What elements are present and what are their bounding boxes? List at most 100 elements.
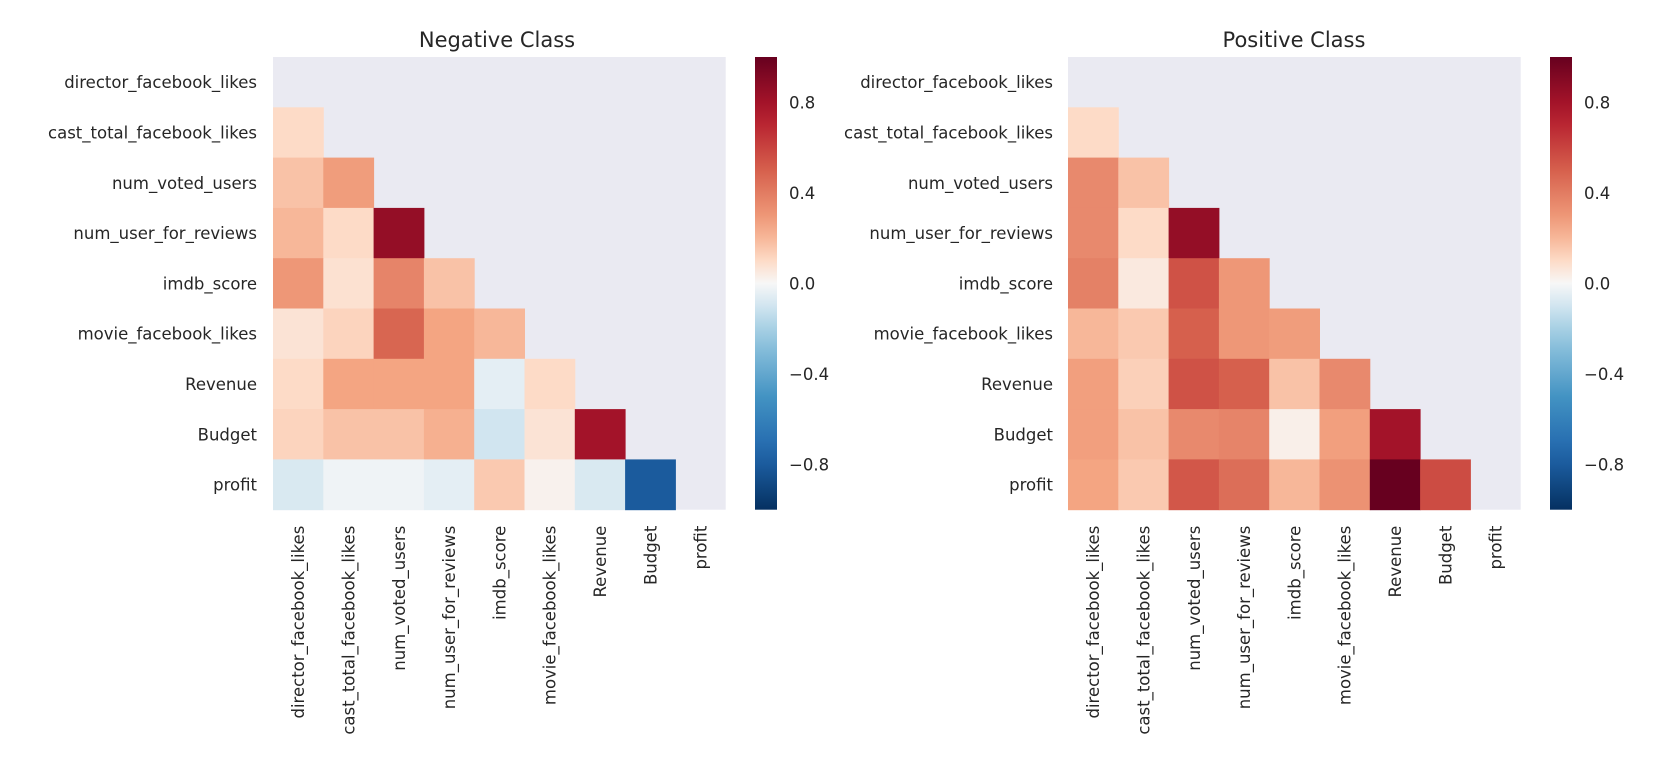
heatmap-cell <box>373 308 425 360</box>
column-label: num_user_for_reviews <box>1235 526 1255 710</box>
heatmap-cell <box>323 358 375 410</box>
column-label: imdb_score <box>1285 526 1305 620</box>
heatmap-cell <box>423 409 475 460</box>
heatmap-cell <box>1068 409 1119 460</box>
column-label: imdb_score <box>490 526 510 620</box>
row-label: Budget <box>198 425 258 444</box>
heatmap-cell <box>1118 308 1170 360</box>
heatmap-cell <box>323 207 375 259</box>
heatmap-cell <box>574 409 626 460</box>
row-label: movie_facebook_likes <box>78 325 257 345</box>
heatmap-cell <box>474 358 525 410</box>
row-label: imdb_score <box>959 274 1053 294</box>
heatmap-cell <box>1168 409 1220 460</box>
column-label: num_voted_users <box>390 526 410 671</box>
heatmap-cell <box>323 409 375 460</box>
column-label: Budget <box>641 525 660 585</box>
row-label: movie_facebook_likes <box>874 325 1053 345</box>
row-label: director_facebook_likes <box>860 73 1053 93</box>
heatmap-cell <box>1168 207 1220 259</box>
row-label: Revenue <box>185 375 257 394</box>
row-label: num_user_for_reviews <box>869 224 1053 244</box>
column-label: num_voted_users <box>1185 526 1205 671</box>
colorbar-tick-label: −0.4 <box>789 365 829 384</box>
chart-title: Negative Class <box>419 28 575 52</box>
column-label: profit <box>1487 525 1506 569</box>
heatmap-cell <box>273 459 324 511</box>
heatmap-cell <box>1319 409 1371 460</box>
colorbar-tick-label: 0.8 <box>789 93 815 112</box>
row-label: cast_total_facebook_likes <box>844 123 1053 143</box>
row-label: profit <box>1009 476 1053 495</box>
heatmap-cell <box>1218 459 1270 511</box>
heatmap-cell <box>1068 107 1119 159</box>
row-label: profit <box>213 476 257 495</box>
heatmap-cell <box>273 358 324 410</box>
colorbar-tick-label: 0.8 <box>1584 93 1610 112</box>
column-label: profit <box>692 525 711 569</box>
row-label: num_user_for_reviews <box>73 224 257 244</box>
colorbar-tick-label: 0.0 <box>789 274 815 293</box>
heatmap-cell <box>373 459 425 511</box>
heatmap-cell <box>273 207 324 259</box>
heatmap-cell <box>1269 409 1320 460</box>
row-label: num_voted_users <box>112 174 257 194</box>
colorbar-tick-label: −0.8 <box>1584 455 1624 474</box>
heatmap-cell <box>1068 258 1119 309</box>
heatmap-cell <box>474 459 525 511</box>
heatmap-cell <box>273 308 324 360</box>
heatmap-cell <box>1168 308 1220 360</box>
heatmap-cell <box>323 157 375 209</box>
heatmap-cell <box>273 157 324 209</box>
heatmap-cell <box>474 308 525 360</box>
heatmap-cell <box>1269 358 1320 410</box>
column-label: Revenue <box>591 526 610 598</box>
heatmap-cell <box>373 258 425 309</box>
heatmap-cell <box>323 258 375 309</box>
row-label: num_voted_users <box>908 174 1053 194</box>
heatmap-cell <box>1218 258 1270 309</box>
heatmap-cell <box>273 409 324 460</box>
heatmap-cell <box>1369 459 1421 511</box>
heatmap-cell <box>1068 157 1119 209</box>
row-label: Budget <box>994 425 1054 444</box>
colorbar <box>755 57 777 510</box>
heatmap-cell <box>1168 358 1220 410</box>
colorbar-tick-label: 0.0 <box>1584 274 1610 293</box>
row-label: Revenue <box>981 375 1053 394</box>
colorbar <box>1550 57 1572 510</box>
heatmap-cell <box>1118 459 1170 511</box>
heatmap-cell <box>1269 308 1320 360</box>
heatmap-cell <box>423 258 475 309</box>
heatmap-cell <box>323 308 375 360</box>
heatmap-cell <box>373 207 425 259</box>
column-label: cast_total_facebook_likes <box>339 526 359 735</box>
heatmap-cell <box>273 107 324 159</box>
heatmap-panel-positive: Positive Classdirector_facebook_likescas… <box>844 28 1624 735</box>
heatmap-cell <box>323 459 375 511</box>
heatmap-cell <box>1068 459 1119 511</box>
heatmap-cell <box>625 459 676 511</box>
heatmap-cell <box>1319 459 1371 511</box>
heatmap-cell <box>1420 459 1471 511</box>
column-label: Revenue <box>1386 526 1405 598</box>
heatmap-cell <box>1269 459 1320 511</box>
column-label: director_facebook_likes <box>289 526 309 719</box>
heatmap-cell <box>574 459 626 511</box>
heatmap-cell <box>1118 157 1170 209</box>
heatmap-cell <box>524 459 576 511</box>
row-label: cast_total_facebook_likes <box>48 123 257 143</box>
colorbar-tick-label: 0.4 <box>1584 184 1610 203</box>
heatmap-cell <box>273 258 324 309</box>
column-label: cast_total_facebook_likes <box>1134 526 1154 735</box>
column-label: director_facebook_likes <box>1084 526 1104 719</box>
heatmap-cell <box>1369 409 1421 460</box>
heatmap-cell <box>1319 358 1371 410</box>
heatmap-cell <box>373 358 425 410</box>
column-label: Budget <box>1436 525 1455 585</box>
heatmap-cell <box>524 358 576 410</box>
heatmap-cell <box>1168 258 1220 309</box>
heatmap-cell <box>1118 358 1170 410</box>
heatmap-cell <box>474 409 525 460</box>
colorbar-tick-label: 0.4 <box>789 184 815 203</box>
